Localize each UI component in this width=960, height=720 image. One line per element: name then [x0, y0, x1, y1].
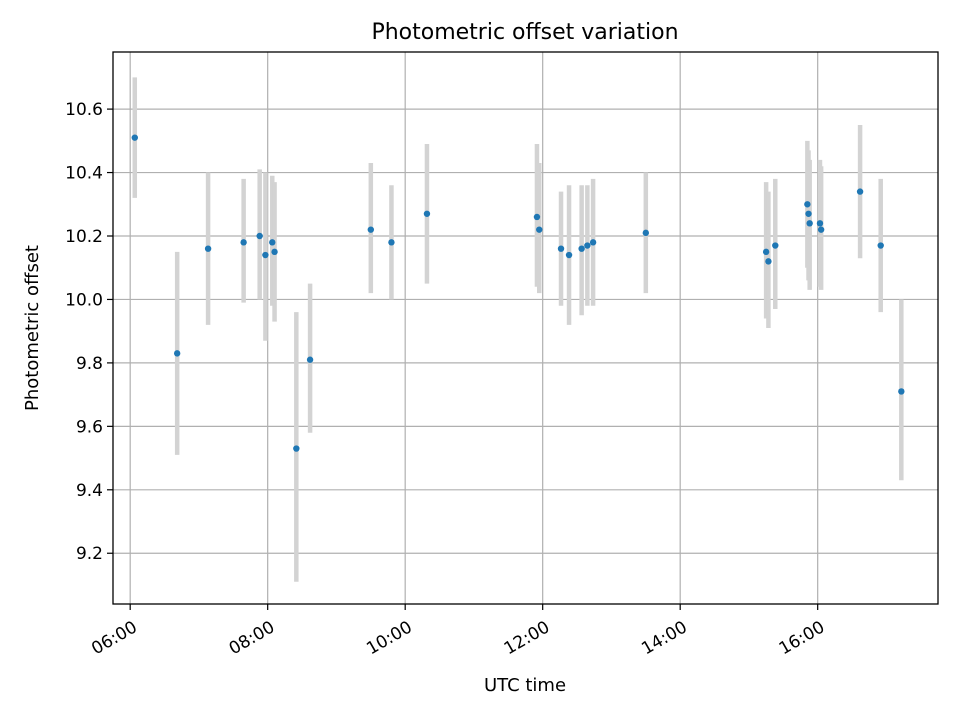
- x-tick-label: 06:00: [88, 617, 140, 659]
- data-point: [806, 220, 813, 227]
- data-point: [367, 226, 375, 233]
- data-point: [816, 220, 824, 227]
- data-point: [898, 388, 905, 395]
- y-tick-label: 9.8: [76, 354, 103, 374]
- data-point: [589, 239, 597, 246]
- data-point: [565, 251, 573, 259]
- axis-ticks: 06:00 08:00 10:00 12:00 14:00 16:00 9.2 9.4 9.6 9…: [65, 100, 828, 659]
- x-tick-label: 14:00: [638, 617, 690, 659]
- x-tick-label: 12:00: [501, 617, 553, 659]
- x-tick-label: 16:00: [776, 617, 828, 659]
- x-axis-label: UTC time: [484, 675, 566, 696]
- plot-frame: [112, 51, 939, 605]
- data-point: [765, 258, 772, 265]
- data-points: [131, 134, 905, 452]
- y-tick-label: 10.4: [65, 164, 103, 184]
- data-point: [262, 251, 269, 259]
- y-axis-label: Photometric offset: [22, 245, 43, 411]
- data-point: [423, 210, 431, 217]
- data-point: [856, 188, 864, 195]
- data-point: [804, 201, 811, 208]
- y-tick-label: 9.2: [76, 544, 103, 564]
- data-point: [388, 239, 395, 246]
- data-point: [271, 248, 278, 256]
- y-tick-label: 10.6: [65, 100, 103, 120]
- data-point: [578, 245, 585, 252]
- data-point: [584, 242, 591, 249]
- data-point: [817, 226, 825, 233]
- data-point: [805, 210, 812, 217]
- data-point: [256, 232, 263, 240]
- data-point: [131, 134, 138, 141]
- data-point: [642, 229, 650, 237]
- y-tick-label: 9.6: [76, 417, 103, 437]
- data-point: [877, 242, 884, 249]
- grid: [113, 52, 938, 604]
- data-point: [306, 356, 314, 363]
- data-point: [240, 239, 247, 246]
- data-point: [762, 248, 770, 256]
- data-point: [204, 245, 212, 252]
- y-tick-label: 10.0: [65, 290, 103, 310]
- data-point: [536, 226, 543, 233]
- error-bars: [132, 77, 904, 582]
- y-tick-label: 10.2: [65, 227, 103, 247]
- data-point: [533, 213, 541, 221]
- chart-title: Photometric offset variation: [371, 20, 678, 45]
- data-point: [772, 242, 779, 249]
- y-tick-label: 9.4: [76, 481, 103, 501]
- x-tick-label: 08:00: [226, 617, 278, 659]
- data-point: [293, 445, 300, 452]
- x-tick-label: 10:00: [363, 617, 415, 659]
- data-point: [557, 245, 565, 252]
- data-point: [269, 239, 276, 246]
- data-point: [173, 350, 181, 357]
